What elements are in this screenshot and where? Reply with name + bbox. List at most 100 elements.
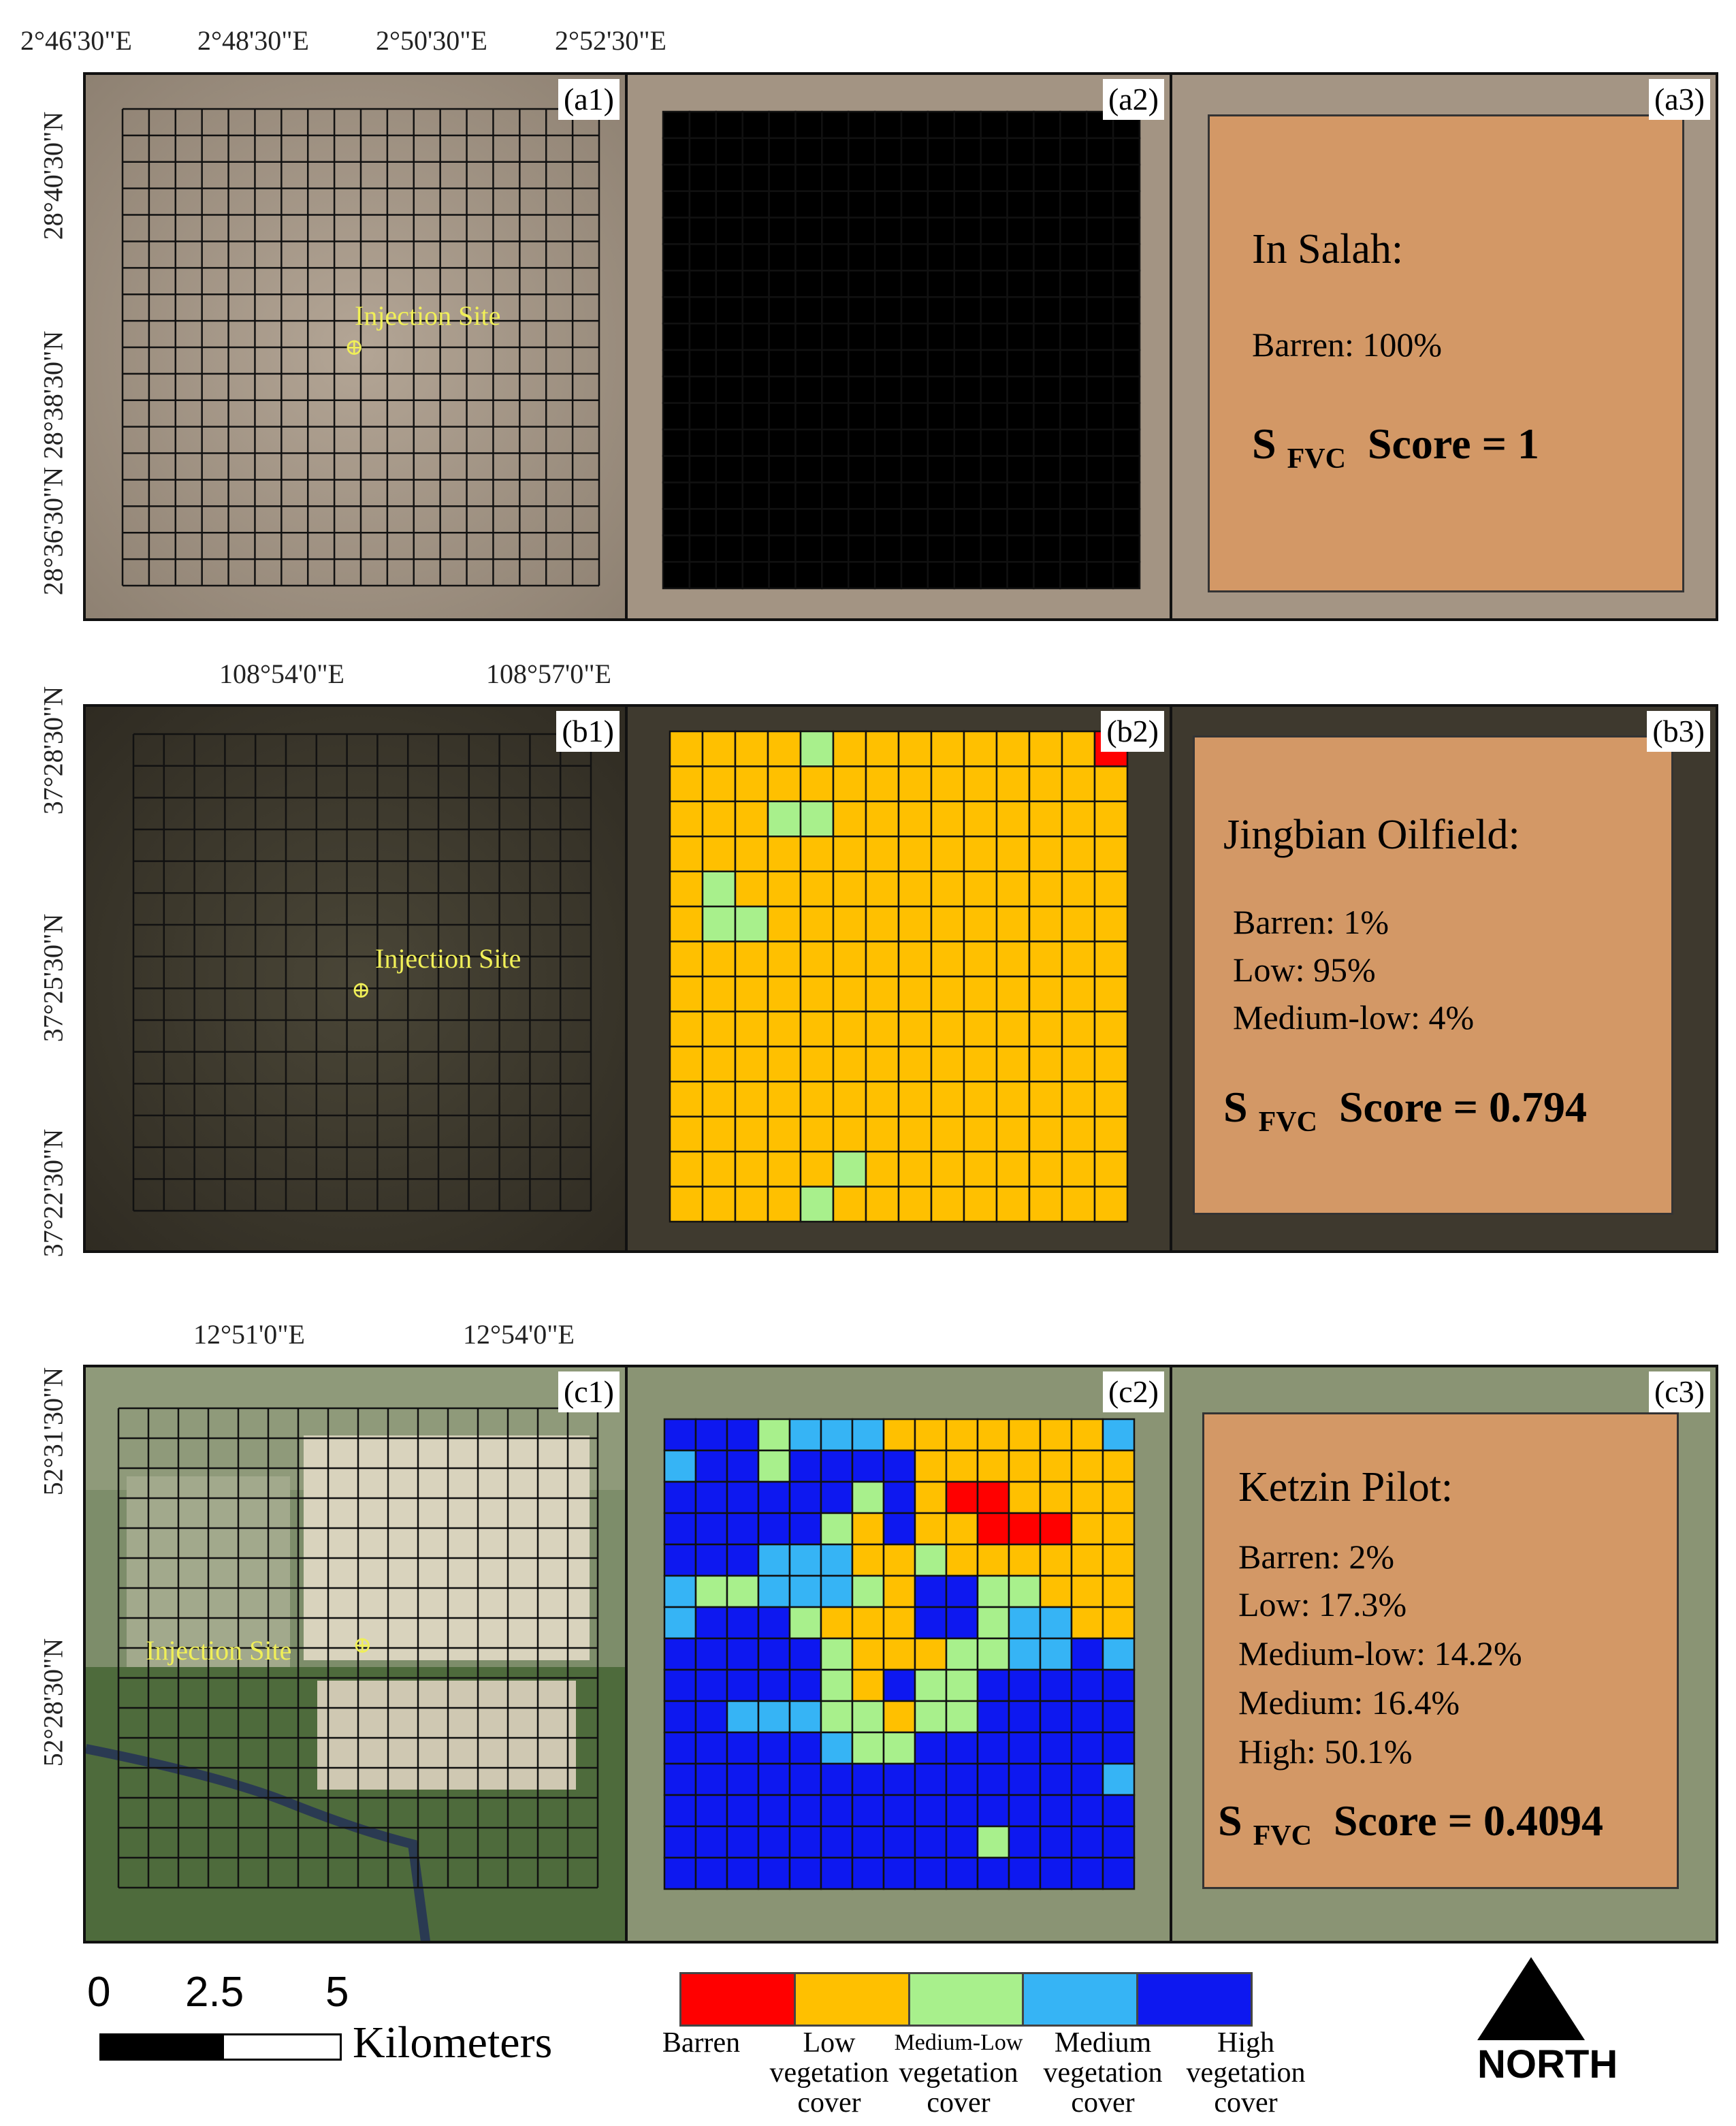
grid-cell bbox=[820, 1449, 854, 1483]
grid-cell bbox=[788, 1480, 822, 1514]
grid-cell bbox=[847, 322, 876, 351]
grid-cell bbox=[1112, 190, 1141, 219]
grid-cell bbox=[1059, 322, 1088, 351]
grid-cell bbox=[1033, 270, 1061, 298]
grid-cell bbox=[1008, 1825, 1042, 1859]
scale-unit: Kilometers bbox=[353, 2018, 553, 2067]
grid-cell bbox=[701, 940, 737, 978]
grid-cell bbox=[963, 1186, 998, 1223]
grid-cell bbox=[976, 1825, 1010, 1859]
grid-cell bbox=[1102, 1480, 1136, 1514]
summary-panel-c3: Ketzin Pilot: Barren: 2% Low: 17.3% Medi… bbox=[1170, 1365, 1718, 1943]
grid-cell bbox=[847, 481, 876, 510]
grid-cell bbox=[821, 560, 850, 590]
grid-cell bbox=[741, 534, 770, 563]
satellite-panel-a1: Injection Site ⊕ (a1) bbox=[83, 72, 628, 621]
grid-cell bbox=[1028, 1011, 1063, 1048]
lon-tick-label: 12°51'0"E bbox=[193, 1319, 305, 1350]
scale-bar-black-segment bbox=[99, 2033, 226, 2061]
grid-cell bbox=[669, 800, 704, 838]
grid-cell bbox=[1093, 1115, 1129, 1153]
grid-cell bbox=[1070, 1480, 1104, 1514]
grid-cell bbox=[741, 322, 770, 351]
grid-cell bbox=[1028, 1186, 1063, 1223]
grid-cell bbox=[669, 1081, 704, 1117]
grid-cell bbox=[1028, 836, 1063, 872]
grid-cell bbox=[734, 1045, 769, 1083]
grid-cell bbox=[1006, 270, 1035, 298]
grid-cell bbox=[976, 1574, 1010, 1608]
grid-cell bbox=[768, 270, 797, 298]
grid-cell bbox=[832, 870, 867, 908]
grid-cell bbox=[1008, 1574, 1042, 1608]
grid-cell bbox=[757, 1543, 791, 1577]
grid-cell bbox=[715, 455, 743, 483]
grid-cell bbox=[820, 1762, 854, 1796]
grid-cell bbox=[741, 455, 770, 483]
grid-cell bbox=[1085, 137, 1114, 166]
grid-cell bbox=[1028, 730, 1063, 767]
grid-cell bbox=[767, 1045, 802, 1083]
grid-cell bbox=[669, 905, 704, 942]
grid-cell bbox=[1028, 1081, 1063, 1117]
grid-cell bbox=[1028, 975, 1063, 1013]
grid-cell bbox=[701, 905, 737, 942]
grid-cell bbox=[767, 975, 802, 1013]
grid-cell bbox=[1059, 428, 1088, 457]
grid-cell bbox=[799, 730, 835, 767]
panel-label: (a3) bbox=[1648, 79, 1710, 120]
grid-cell bbox=[914, 1574, 948, 1608]
grid-cell bbox=[1008, 1449, 1042, 1483]
grid-cell bbox=[851, 1794, 885, 1828]
grid-cell bbox=[726, 1449, 760, 1483]
grid-cell bbox=[897, 730, 933, 767]
grid-cell bbox=[1006, 110, 1035, 140]
grid-cell bbox=[980, 296, 1008, 325]
grid-cell bbox=[794, 137, 823, 166]
grid-cell bbox=[767, 1011, 802, 1048]
lon-tick-label: 2°48'30"E bbox=[197, 25, 309, 56]
grid-cell bbox=[865, 800, 900, 838]
grid-cell bbox=[768, 402, 797, 430]
grid-cell bbox=[1070, 1637, 1104, 1671]
grid-cell bbox=[662, 322, 691, 351]
grid-cell bbox=[914, 1668, 948, 1702]
grid-cell bbox=[927, 190, 956, 219]
grid-cell bbox=[953, 375, 982, 404]
grid-cell bbox=[767, 1150, 802, 1188]
grid-cell bbox=[930, 905, 965, 942]
grid-cell bbox=[873, 270, 903, 298]
grid-cell bbox=[768, 322, 797, 351]
grid-cell bbox=[980, 270, 1008, 298]
grid-cell bbox=[1006, 296, 1035, 325]
grid-cell bbox=[980, 560, 1008, 590]
grid-cell bbox=[1112, 137, 1141, 166]
grid-cell bbox=[1070, 1731, 1104, 1765]
lon-tick-label: 108°54'0"E bbox=[219, 659, 344, 689]
grid-cell bbox=[694, 1856, 728, 1890]
grid-cell bbox=[945, 1480, 979, 1514]
grid-cell bbox=[694, 1731, 728, 1765]
grid-cell bbox=[663, 1606, 697, 1640]
grid-cell bbox=[1061, 870, 1096, 908]
grid-cell bbox=[930, 1115, 965, 1153]
grid-cell bbox=[663, 1668, 697, 1702]
grid-cell bbox=[1008, 1794, 1042, 1828]
class-map-panel-b2: (b2) bbox=[625, 704, 1172, 1253]
grid-cell bbox=[715, 322, 743, 351]
grid-cell bbox=[715, 163, 743, 192]
grid-cell bbox=[1085, 481, 1114, 510]
grid-cell bbox=[1039, 1480, 1073, 1514]
grid-cell bbox=[851, 1668, 885, 1702]
grid-cell bbox=[821, 534, 850, 563]
grid-cell bbox=[980, 137, 1008, 166]
grid-cell bbox=[1061, 765, 1096, 803]
grid-cell bbox=[1006, 349, 1035, 378]
class-grid-c2 bbox=[663, 1418, 1136, 1890]
grid-cell bbox=[927, 455, 956, 483]
grid-cell bbox=[688, 137, 718, 166]
grid-cell bbox=[995, 1011, 1031, 1048]
grid-cell bbox=[820, 1637, 854, 1671]
grid-cell bbox=[873, 137, 903, 166]
grid-cell bbox=[897, 800, 933, 838]
